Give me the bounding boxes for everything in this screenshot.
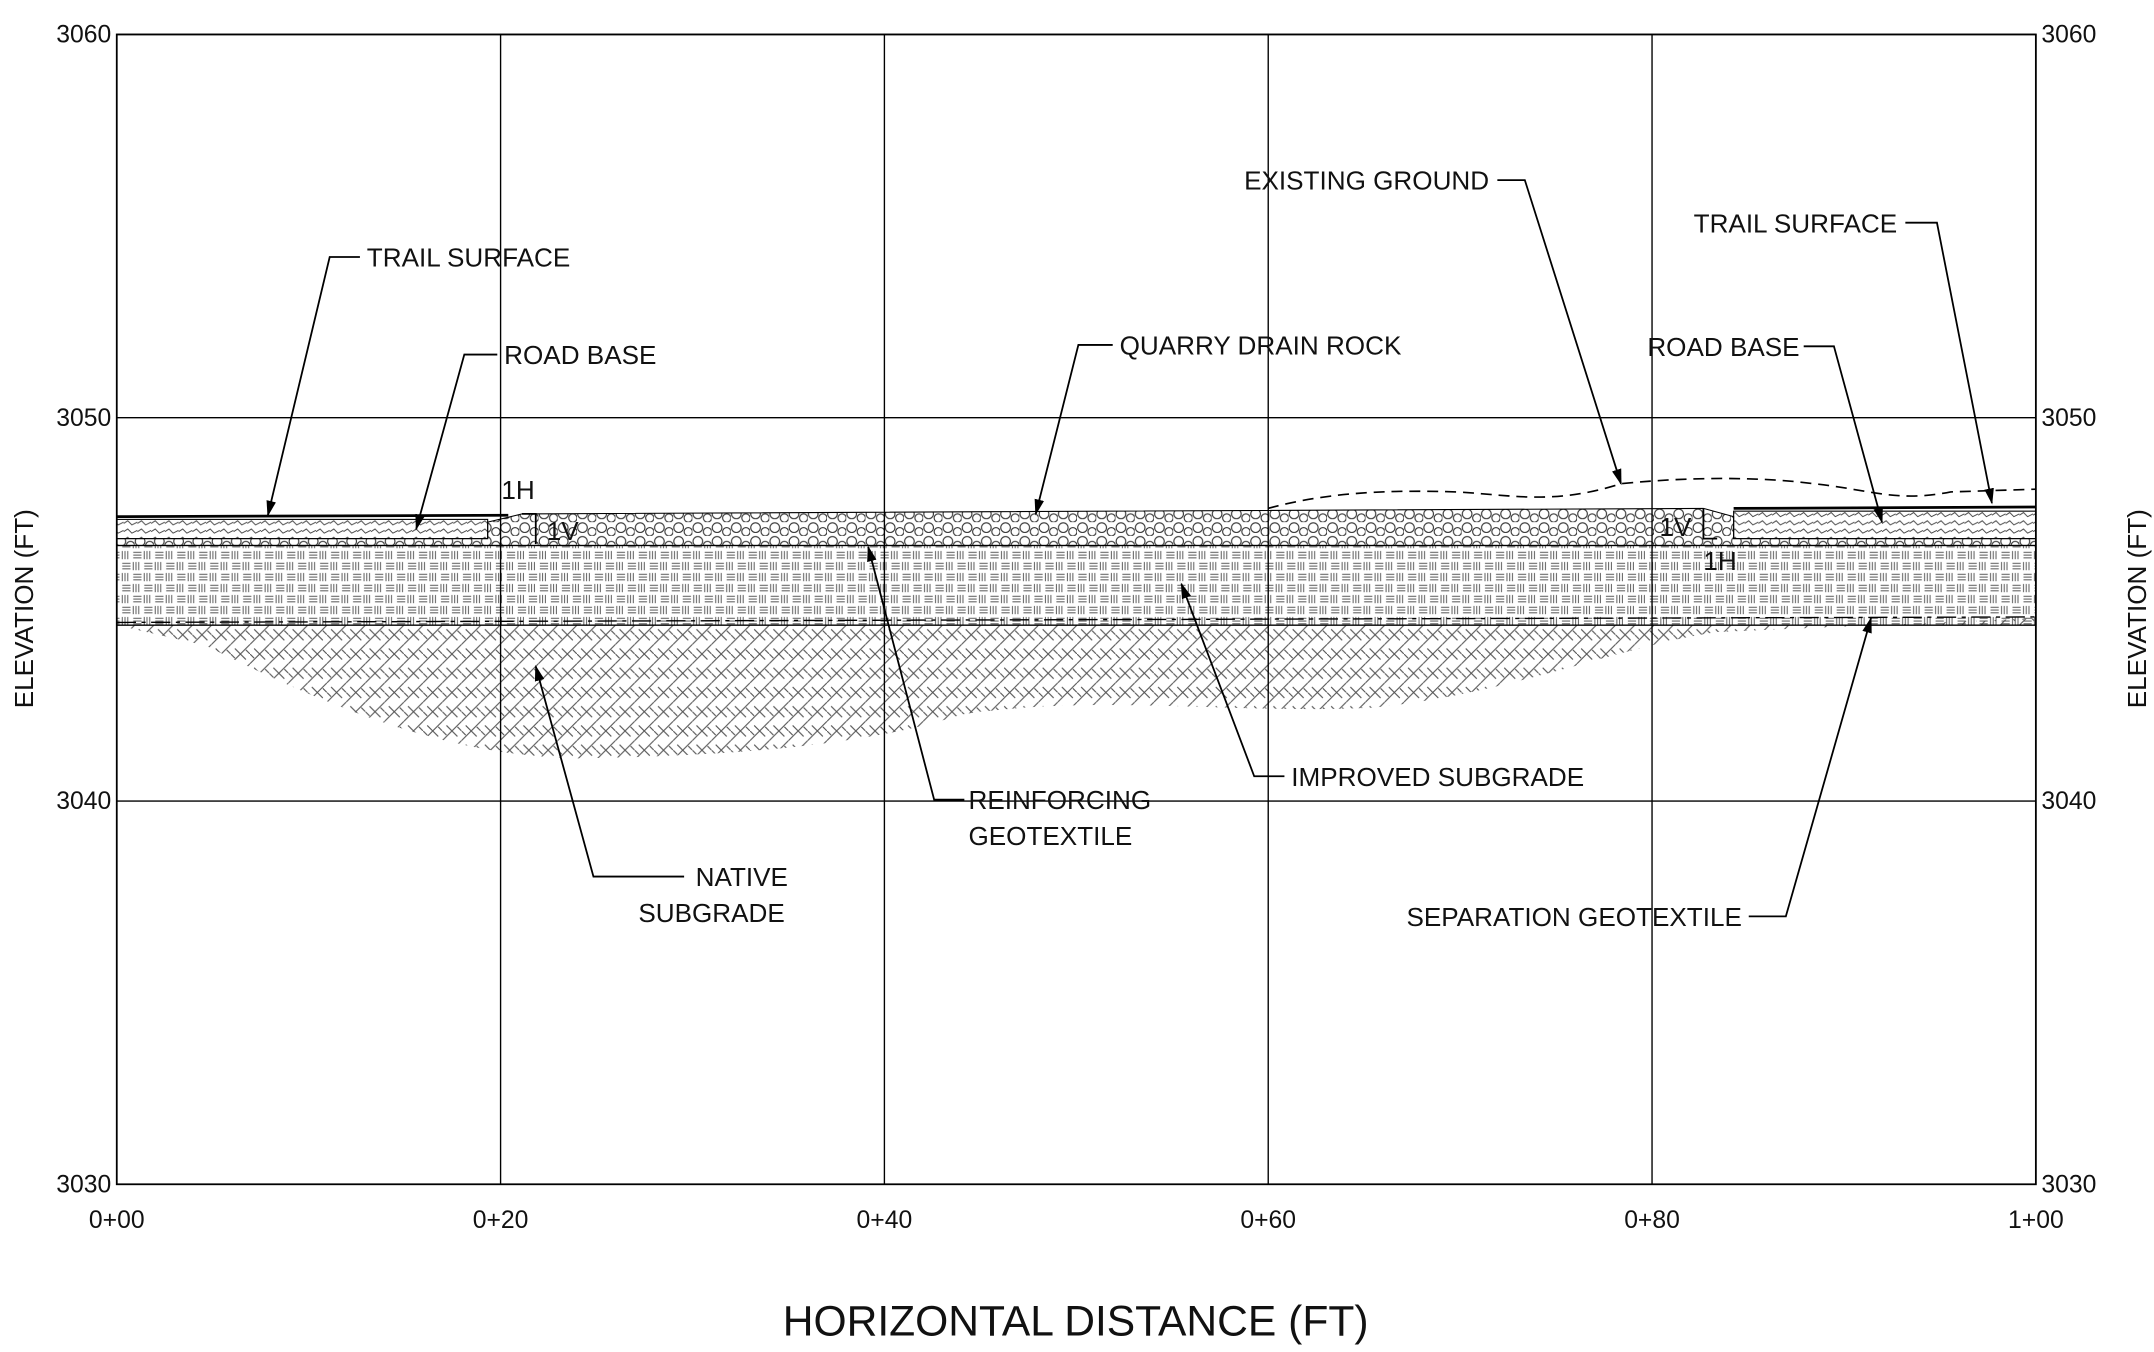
slope-triangle — [522, 513, 537, 545]
leader — [1180, 582, 1285, 778]
callout-label: NATIVE — [696, 862, 788, 892]
callout-label: TRAIL SURFACE — [367, 243, 570, 273]
y-tick-label: 3060 — [2041, 22, 2096, 49]
callout-label: QUARRY DRAIN ROCK — [1120, 331, 1402, 361]
callout-label: REINFORCING — [968, 785, 1151, 815]
y-tick-label: 3030 — [2041, 1172, 2096, 1199]
x-tick-label: 0+80 — [1624, 1207, 1680, 1234]
x-tick-label: 0+60 — [1240, 1207, 1296, 1234]
existing-ground — [1267, 477, 2036, 510]
x-tick-label: 1+00 — [2008, 1207, 2064, 1234]
geotextile — [116, 616, 2036, 624]
leader — [415, 353, 498, 531]
y-tick-label: 3040 — [2041, 788, 2096, 815]
trail-surface-left — [116, 513, 509, 519]
leader — [1803, 345, 1883, 524]
native-subgrade — [116, 618, 2036, 759]
frame — [115, 33, 2037, 1186]
callout-label: ROAD BASE — [504, 340, 656, 370]
road-base-right — [1733, 510, 2037, 540]
leader — [1905, 221, 1994, 505]
leader — [1748, 616, 1872, 918]
callout-label: ROAD BASE — [1647, 332, 1799, 362]
leader — [534, 664, 685, 878]
leader — [1034, 344, 1113, 516]
x-tick-label: 0+40 — [857, 1207, 913, 1234]
x-axis-label: HORIZONTAL DISTANCE (FT) — [783, 1297, 1369, 1345]
leader — [867, 545, 965, 801]
slope-label: 1V — [547, 516, 580, 546]
x-tick-label: 0+00 — [89, 1207, 145, 1234]
y-tick-label: 3030 — [56, 1172, 111, 1199]
trail-surface-right — [1733, 505, 2036, 510]
x-tick-label: 0+20 — [473, 1207, 529, 1234]
y-axis-label: ELEVATION (FT) — [2122, 509, 2152, 708]
slope-label: 1V — [1659, 512, 1692, 542]
improved-subgrade — [116, 544, 2037, 626]
y-axis-label: ELEVATION (FT) — [9, 509, 39, 708]
leader — [1497, 179, 1622, 486]
callout-label: SEPARATION GEOTEXTILE — [1406, 902, 1741, 932]
leaders — [266, 179, 1994, 918]
y-tick-label: 3050 — [2041, 405, 2096, 432]
slope-label: 1H — [1703, 546, 1736, 576]
y-tick-label: 3040 — [56, 788, 111, 815]
callout-label: GEOTEXTILE — [968, 821, 1132, 851]
slope-triangle — [1702, 508, 1718, 540]
leader — [266, 256, 360, 517]
callout-label: EXISTING GROUND — [1244, 166, 1489, 196]
y-tick-label: 3050 — [56, 405, 111, 432]
y-tick-label: 3060 — [56, 22, 111, 49]
slope-label: 1H — [501, 475, 534, 505]
callout-label: SUBGRADE — [638, 898, 784, 928]
road-base-left — [116, 518, 489, 540]
callout-label: IMPROVED SUBGRADE — [1291, 762, 1584, 792]
callout-label: TRAIL SURFACE — [1694, 208, 1897, 238]
